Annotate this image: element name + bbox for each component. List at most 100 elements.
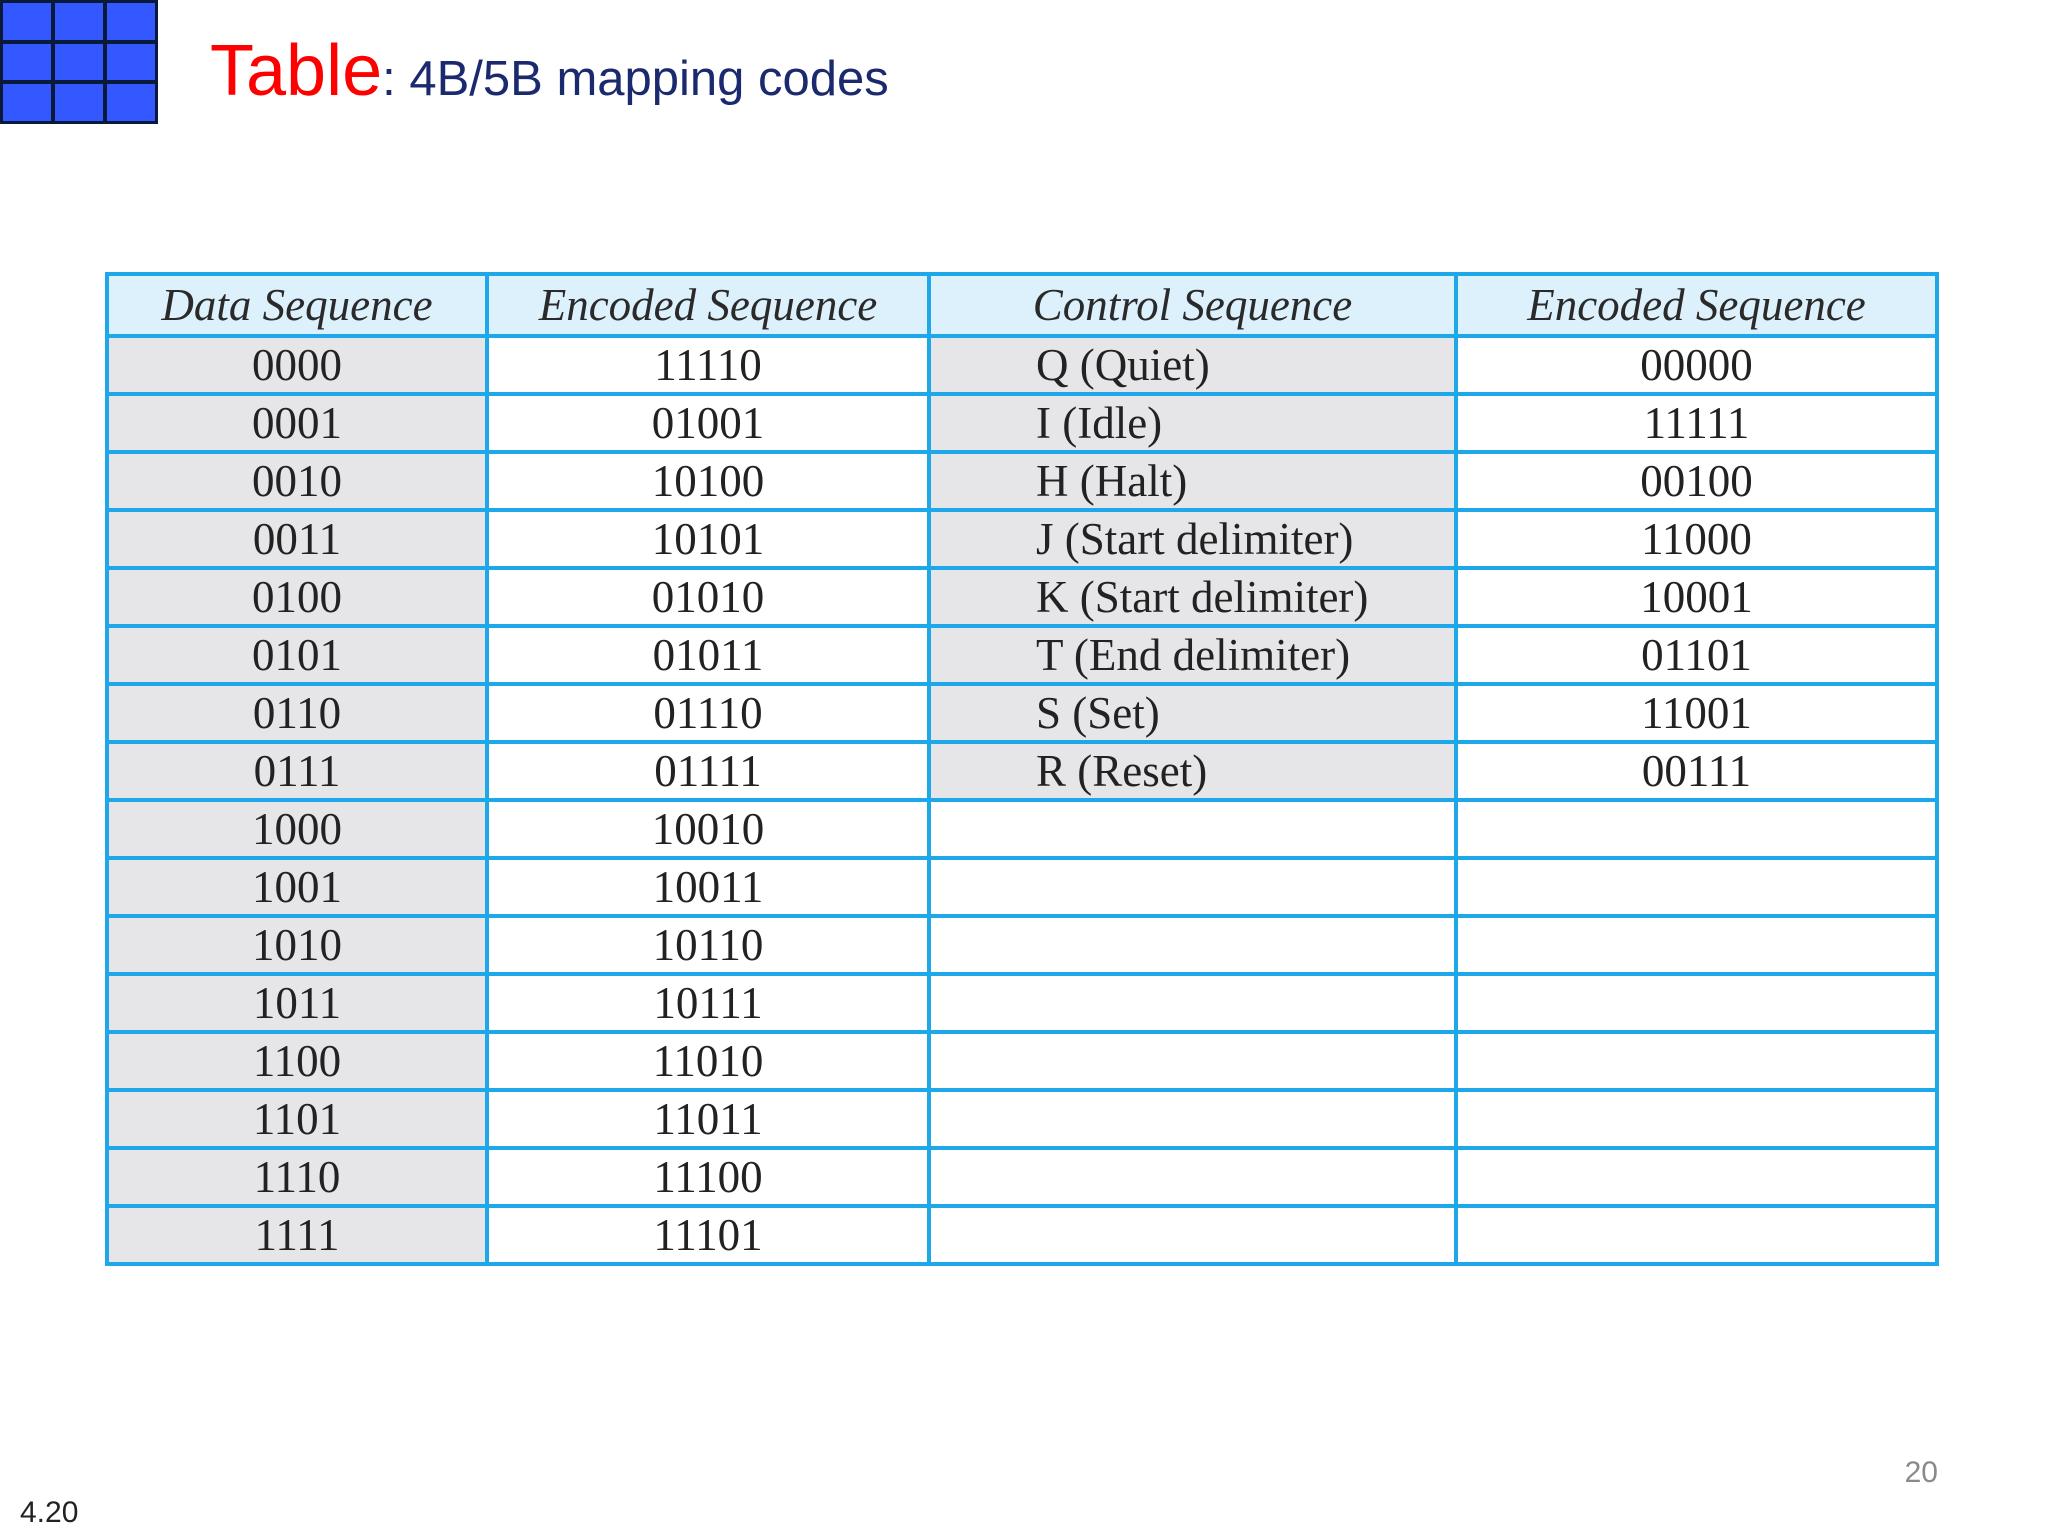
title-text: : 4B/5B mapping codes [382,52,889,106]
logo-cell [107,3,155,40]
control-encoded-cell: 11000 [1454,508,1939,570]
encoded-sequence-cell: 11010 [485,1030,931,1092]
table-header-row: Data Sequence Encoded Sequence Control S… [105,272,1939,338]
data-sequence-cell: 0000 [105,334,489,396]
empty-cell [1454,856,1939,918]
control-sequence-cell: J (Start delimiter) [927,508,1458,570]
data-sequence-cell: 0110 [105,682,489,744]
slide-number: 4.20 [20,1496,79,1529]
logo-cell [55,43,103,81]
table-row: 0011 10101 J (Start delimiter) 11000 [105,508,1939,570]
table-row: 1010 10110 [105,914,1939,976]
empty-cell [1454,1204,1939,1266]
data-sequence-cell: 0101 [105,624,489,686]
data-sequence-cell: 0011 [105,508,489,570]
table-row: 0001 01001 I (Idle) 11111 [105,392,1939,454]
data-sequence-cell: 0001 [105,392,489,454]
data-sequence-cell: 0010 [105,450,489,512]
data-sequence-cell: 1000 [105,798,489,860]
logo-cell [55,84,103,121]
header-control-encoded-sequence: Encoded Sequence [1454,272,1939,338]
header-control-sequence: Control Sequence [927,272,1458,338]
header-encoded-sequence: Encoded Sequence [485,272,931,338]
control-sequence-cell: Q (Quiet) [927,334,1458,396]
encoded-sequence-cell: 11100 [485,1146,931,1208]
control-sequence-cell: R (Reset) [927,740,1458,802]
encoded-sequence-cell: 10010 [485,798,931,860]
control-sequence-cell: T (End delimiter) [927,624,1458,686]
control-encoded-cell: 10001 [1454,566,1939,628]
empty-cell [1454,914,1939,976]
logo-cell [55,3,103,40]
control-encoded-cell: 00100 [1454,450,1939,512]
page-title: Table: 4B/5B mapping codes [210,30,889,112]
table-row: 0010 10100 H (Halt) 00100 [105,450,1939,512]
empty-cell [1454,1030,1939,1092]
empty-cell [927,798,1458,860]
logo-cell [107,43,155,81]
table-row: 0101 01011 T (End delimiter) 01101 [105,624,1939,686]
table-row: 1001 10011 [105,856,1939,918]
empty-cell [927,1030,1458,1092]
empty-cell [1454,798,1939,860]
empty-cell [927,972,1458,1034]
data-sequence-cell: 1101 [105,1088,489,1150]
empty-cell [1454,972,1939,1034]
encoded-sequence-cell: 11101 [485,1204,931,1266]
empty-cell [927,1088,1458,1150]
encoded-sequence-cell: 10110 [485,914,931,976]
control-encoded-cell: 01101 [1454,624,1939,686]
encoded-sequence-cell: 10111 [485,972,931,1034]
data-sequence-cell: 1110 [105,1146,489,1208]
table-row: 0100 01010 K (Start delimiter) 10001 [105,566,1939,628]
table-row: 1100 11010 [105,1030,1939,1092]
control-sequence-cell: H (Halt) [927,450,1458,512]
empty-cell [927,914,1458,976]
table-row: 1011 10111 [105,972,1939,1034]
logo-cell [3,84,51,121]
data-sequence-cell: 0111 [105,740,489,802]
title-keyword: Table [210,31,383,111]
control-sequence-cell: S (Set) [927,682,1458,744]
page-number: 20 [1904,1456,1938,1489]
control-encoded-cell: 11001 [1454,682,1939,744]
encoded-sequence-cell: 10101 [485,508,931,570]
empty-cell [927,1204,1458,1266]
data-sequence-cell: 0100 [105,566,489,628]
table-row: 0111 01111 R (Reset) 00111 [105,740,1939,802]
logo-cell [3,3,51,40]
data-sequence-cell: 1100 [105,1030,489,1092]
grid-logo-icon [0,0,158,124]
encoded-sequence-cell: 01110 [485,682,931,744]
empty-cell [1454,1146,1939,1208]
empty-cell [927,856,1458,918]
data-sequence-cell: 1010 [105,914,489,976]
encoded-sequence-cell: 01111 [485,740,931,802]
encoded-sequence-cell: 10011 [485,856,931,918]
control-encoded-cell: 00111 [1454,740,1939,802]
encoded-sequence-cell: 01011 [485,624,931,686]
mapping-table: Data Sequence Encoded Sequence Control S… [105,272,1939,1266]
encoded-sequence-cell: 11110 [485,334,931,396]
control-encoded-cell: 00000 [1454,334,1939,396]
header-data-sequence: Data Sequence [105,272,489,338]
control-sequence-cell: I (Idle) [927,392,1458,454]
table-row: 0110 01110 S (Set) 11001 [105,682,1939,744]
logo-cell [107,84,155,121]
table-row: 1000 10010 [105,798,1939,860]
empty-cell [927,1146,1458,1208]
table-row: 1101 11011 [105,1088,1939,1150]
encoded-sequence-cell: 10100 [485,450,931,512]
table-row: 0000 11110 Q (Quiet) 00000 [105,334,1939,396]
table-row: 1111 11101 [105,1204,1939,1266]
control-sequence-cell: K (Start delimiter) [927,566,1458,628]
data-sequence-cell: 1001 [105,856,489,918]
data-sequence-cell: 1111 [105,1204,489,1266]
encoded-sequence-cell: 11011 [485,1088,931,1150]
logo-cell [3,43,51,81]
table-row: 1110 11100 [105,1146,1939,1208]
encoded-sequence-cell: 01010 [485,566,931,628]
mapping-table-container: Data Sequence Encoded Sequence Control S… [105,272,1939,1266]
data-sequence-cell: 1011 [105,972,489,1034]
control-encoded-cell: 11111 [1454,392,1939,454]
